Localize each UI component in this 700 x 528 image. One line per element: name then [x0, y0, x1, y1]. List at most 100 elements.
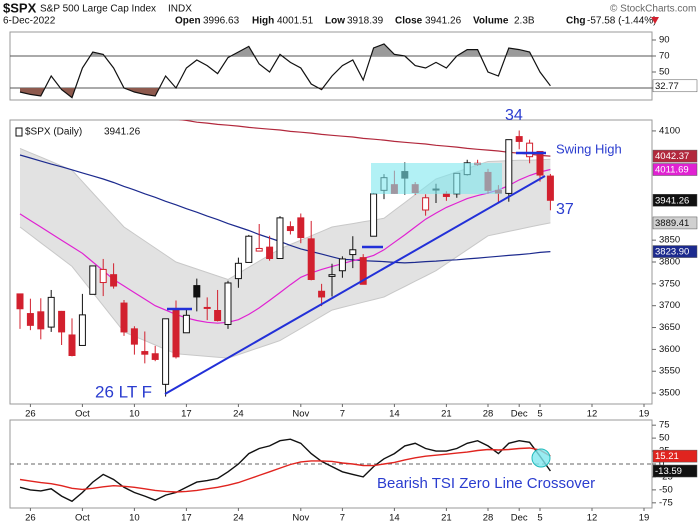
candle-body	[442, 193, 450, 197]
x-tick-label: 26	[25, 409, 36, 420]
candle-body	[182, 314, 190, 334]
candle-body	[318, 290, 326, 298]
x-tick-label: 12	[587, 513, 598, 524]
annotation: 34	[505, 107, 523, 124]
quote-value: 4001.51	[277, 16, 314, 27]
value-box-label: 15.21	[655, 451, 679, 462]
y-tick-label: 3800	[659, 257, 680, 268]
x-tick-label: Oct	[75, 513, 90, 524]
x-tick-label: 5	[537, 409, 542, 420]
candle-body	[266, 246, 274, 260]
legend-icon	[15, 127, 23, 137]
candle-body	[297, 217, 305, 239]
x-tick-label: Oct	[75, 409, 90, 420]
value-box-label: 3941.26	[655, 195, 689, 206]
indicator-line	[19, 438, 551, 503]
moving-average	[178, 120, 551, 157]
candle-body	[370, 193, 378, 237]
candle-body	[162, 318, 170, 385]
candle-body	[328, 274, 336, 277]
candle-body	[151, 353, 159, 360]
source: © StockCharts.com	[610, 4, 696, 15]
y-tick-label: 3700	[659, 300, 680, 311]
quote-label: Low	[325, 16, 345, 27]
annotation: 26 LT F	[95, 382, 152, 401]
x-tick-label: 26	[25, 513, 36, 524]
y-tick-label: 3500	[659, 388, 680, 399]
value-box	[652, 216, 698, 230]
candle-body	[110, 274, 118, 287]
x-tick-label: 28	[483, 409, 494, 420]
y-tick-label: 3850	[659, 235, 680, 246]
plot-area	[19, 43, 551, 99]
value-box-label: -13.59	[655, 466, 682, 477]
annotation: Swing High	[556, 141, 622, 156]
x-tick-label: Nov	[292, 409, 309, 420]
x-tick-label: 19	[639, 513, 650, 524]
date: 6-Dec-2022	[3, 16, 56, 27]
y-tick-label: 75	[659, 420, 670, 431]
trendline	[164, 175, 546, 395]
x-tick-label: Dec	[511, 409, 528, 420]
x-tick-label: 7	[340, 513, 345, 524]
y-tick-label: 0	[659, 459, 664, 470]
candle-body	[422, 197, 430, 211]
y-tick-label: -50	[659, 484, 673, 495]
value-box	[652, 245, 698, 258]
y-tick-label: 3550	[659, 366, 680, 377]
annotation: 37	[556, 201, 574, 218]
candle-body	[245, 235, 253, 263]
candle-body	[338, 258, 346, 272]
value-box	[652, 449, 698, 463]
y-tick-label: 4100	[659, 125, 680, 136]
candle-body	[307, 238, 315, 280]
candle-body	[141, 351, 149, 355]
symbol: $SPX	[3, 0, 37, 15]
candle-body	[536, 150, 544, 176]
y-tick-label: 50	[659, 67, 670, 78]
legend-label: $SPX (Daily)	[25, 127, 82, 138]
candle-body	[26, 313, 34, 326]
x-tick-label: Nov	[292, 513, 309, 524]
candle-body	[224, 282, 232, 325]
candle-body	[68, 334, 76, 357]
candle-body	[515, 136, 523, 142]
x-tick-label: 24	[233, 513, 244, 524]
legend-value: 3941.26	[104, 127, 141, 138]
x-tick-label: 7	[340, 409, 345, 420]
candle-body	[58, 310, 66, 333]
y-tick-label: 3600	[659, 344, 680, 355]
quote-value: 2.3B	[514, 16, 535, 27]
x-tick-label: Dec	[511, 513, 528, 524]
value-box	[652, 464, 698, 478]
x-tick-label: 10	[129, 513, 140, 524]
candle-body	[255, 247, 263, 252]
quote-label: Open	[175, 16, 201, 27]
candle-body	[193, 285, 201, 298]
y-tick-label: 3650	[659, 322, 680, 333]
crossover-marker	[531, 448, 551, 468]
x-tick-label: 28	[483, 513, 494, 524]
index-name: S&P 500 Large Cap Index	[40, 4, 156, 15]
value-box-label: 3889.41	[655, 218, 689, 229]
quote-label: Close	[395, 16, 423, 27]
candle-body	[359, 257, 367, 285]
moving-average	[19, 168, 551, 324]
x-tick-label: 21	[441, 409, 452, 420]
candle-body	[234, 262, 242, 280]
x-tick-label: 17	[181, 513, 192, 524]
candle-body	[203, 306, 211, 309]
candle-body	[349, 249, 357, 256]
indicator-line	[19, 447, 551, 493]
value-box	[652, 194, 698, 207]
value-box-label: 4011.69	[655, 165, 689, 176]
quote-label: Chg	[566, 16, 585, 27]
panel-frame	[9, 31, 653, 101]
quote-value: -57.58 (-1.44%)	[587, 16, 656, 27]
candle-body	[47, 296, 55, 328]
indicator-line	[19, 43, 551, 99]
consolidation-box	[371, 163, 502, 194]
quote-value: 3996.63	[203, 16, 240, 27]
quote-value: 3918.39	[347, 16, 384, 27]
